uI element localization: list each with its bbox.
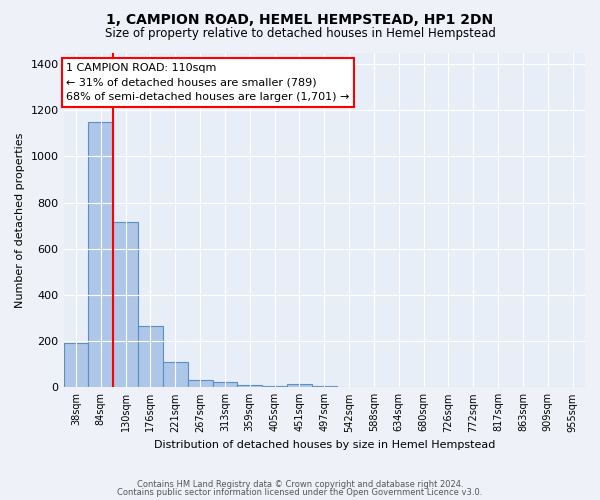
Bar [113,222,138,388]
Bar [138,326,163,388]
Bar [163,362,188,388]
Bar [64,342,88,388]
Bar [188,380,212,388]
Bar [262,386,287,388]
Bar [212,382,238,388]
Y-axis label: Number of detached properties: Number of detached properties [15,132,25,308]
Bar [312,386,337,388]
Bar [238,384,262,388]
Text: 1, CAMPION ROAD, HEMEL HEMPSTEAD, HP1 2DN: 1, CAMPION ROAD, HEMEL HEMPSTEAD, HP1 2D… [106,12,494,26]
Text: Contains HM Land Registry data © Crown copyright and database right 2024.: Contains HM Land Registry data © Crown c… [137,480,463,489]
X-axis label: Distribution of detached houses by size in Hemel Hempstead: Distribution of detached houses by size … [154,440,495,450]
Text: 1 CAMPION ROAD: 110sqm
← 31% of detached houses are smaller (789)
68% of semi-de: 1 CAMPION ROAD: 110sqm ← 31% of detached… [66,62,350,102]
Bar [88,122,113,388]
Text: Size of property relative to detached houses in Hemel Hempstead: Size of property relative to detached ho… [104,28,496,40]
Text: Contains public sector information licensed under the Open Government Licence v3: Contains public sector information licen… [118,488,482,497]
Bar [287,384,312,388]
